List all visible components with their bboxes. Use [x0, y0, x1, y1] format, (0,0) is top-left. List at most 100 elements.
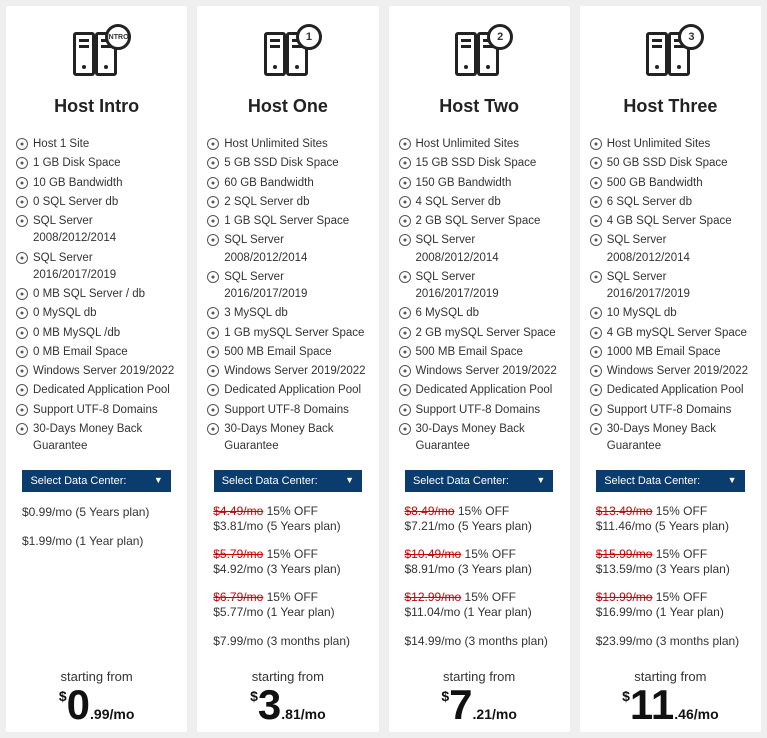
price-current: $11.46/mo (5 Years plan) — [596, 518, 745, 535]
price-main: 7 — [449, 681, 472, 728]
price-group: $23.99/mo (3 months plan) — [596, 633, 745, 650]
old-price: $13.49/mo — [596, 504, 653, 518]
feature-text: SQL Server 2016/2017/2019 — [224, 269, 368, 304]
price-current: $23.99/mo (3 months plan) — [596, 633, 745, 650]
price-rest: .81/mo — [281, 706, 325, 722]
feature-item: 10 MySQL db — [590, 304, 751, 323]
feature-item: Host 1 Site — [16, 135, 177, 154]
feature-item: 10 GB Bandwidth — [16, 174, 177, 193]
price-group: $12.99/mo 15% OFF$11.04/mo (1 Year plan) — [405, 590, 554, 621]
feature-text: SQL Server 2016/2017/2019 — [33, 250, 177, 285]
price-current: $13.59/mo (3 Years plan) — [596, 561, 745, 578]
bullet-icon — [590, 138, 602, 150]
currency-symbol: $ — [622, 688, 630, 704]
feature-text: Dedicated Application Pool — [416, 382, 553, 399]
feature-text: Support UTF-8 Domains — [416, 402, 541, 419]
old-price: $8.49/mo — [405, 504, 455, 518]
bullet-icon — [590, 365, 602, 377]
select-datacenter-dropdown[interactable]: Select Data Center: — [405, 470, 553, 492]
select-datacenter-dropdown[interactable]: Select Data Center: — [22, 470, 170, 492]
feature-text: 6 MySQL db — [416, 305, 480, 322]
currency-symbol: $ — [59, 688, 67, 704]
bullet-icon — [399, 423, 411, 435]
starting-price: $0.99/mo — [16, 684, 177, 726]
bullet-icon — [399, 157, 411, 169]
feature-item: Support UTF-8 Domains — [16, 401, 177, 420]
bullet-icon — [16, 346, 28, 358]
feature-text: 2 SQL Server db — [224, 194, 309, 211]
bullet-icon — [207, 157, 219, 169]
feature-item: 5 GB SSD Disk Space — [207, 154, 368, 173]
feature-item: 4 SQL Server db — [399, 193, 560, 212]
feature-item: 6 MySQL db — [399, 304, 560, 323]
price-group: $0.99/mo (5 Years plan) — [22, 504, 171, 521]
feature-item: 1 GB Disk Space — [16, 154, 177, 173]
feature-item: Host Unlimited Sites — [399, 135, 560, 154]
price-current: $3.81/mo (5 Years plan) — [213, 518, 362, 535]
price-rest: .21/mo — [473, 706, 517, 722]
bullet-icon — [16, 215, 28, 227]
feature-text: 4 GB mySQL Server Space — [607, 325, 747, 342]
feature-item: 6 SQL Server db — [590, 193, 751, 212]
old-price: $12.99/mo — [405, 590, 462, 604]
bullet-icon — [207, 384, 219, 396]
bullet-icon — [399, 384, 411, 396]
feature-text: 0 MySQL db — [33, 305, 97, 322]
feature-text: 6 SQL Server db — [607, 194, 692, 211]
price-group: $15.99/mo 15% OFF$13.59/mo (3 Years plan… — [596, 547, 745, 578]
plan-card: 1Host OneHost Unlimited Sites5 GB SSD Di… — [197, 6, 378, 732]
price-group: $7.99/mo (3 months plan) — [213, 633, 362, 650]
feature-list: Host 1 Site1 GB Disk Space10 GB Bandwidt… — [16, 135, 177, 456]
feature-item: Support UTF-8 Domains — [590, 401, 751, 420]
plan-card: 2Host TwoHost Unlimited Sites15 GB SSD D… — [389, 6, 570, 732]
starting-price: $3.81/mo — [207, 684, 368, 726]
feature-text: Host Unlimited Sites — [607, 136, 711, 153]
feature-item: SQL Server 2016/2017/2019 — [590, 268, 751, 305]
bullet-icon — [16, 384, 28, 396]
feature-text: Support UTF-8 Domains — [224, 402, 349, 419]
price-main: 0 — [67, 681, 90, 728]
plan-badge: 2 — [487, 24, 513, 50]
discount-label: 15% OFF — [263, 504, 318, 518]
feature-item: 500 GB Bandwidth — [590, 174, 751, 193]
bullet-icon — [590, 423, 602, 435]
bullet-icon — [399, 307, 411, 319]
price-current: $4.92/mo (3 Years plan) — [213, 561, 362, 578]
price-group: $5.79/mo 15% OFF$4.92/mo (3 Years plan) — [213, 547, 362, 578]
bullet-icon — [207, 196, 219, 208]
feature-item: SQL Server 2008/2012/2014 — [399, 231, 560, 268]
feature-item: SQL Server 2008/2012/2014 — [16, 212, 177, 249]
price-group: $8.49/mo 15% OFF$7.21/mo (5 Years plan) — [405, 504, 554, 535]
bullet-icon — [16, 252, 28, 264]
pricing-plans-container: INTROHost IntroHost 1 Site1 GB Disk Spac… — [0, 0, 767, 738]
select-datacenter-dropdown[interactable]: Select Data Center: — [596, 470, 744, 492]
bullet-icon — [16, 423, 28, 435]
server-icon: 2 — [399, 24, 560, 84]
feature-text: SQL Server 2016/2017/2019 — [416, 269, 560, 304]
bullet-icon — [16, 404, 28, 416]
bullet-icon — [16, 177, 28, 189]
feature-item: SQL Server 2008/2012/2014 — [590, 231, 751, 268]
price-old-line: $19.99/mo 15% OFF — [596, 590, 745, 604]
plan-title: Host Two — [399, 96, 560, 117]
feature-item: 30-Days Money Back Guarantee — [590, 420, 751, 457]
currency-symbol: $ — [250, 688, 258, 704]
bullet-icon — [207, 271, 219, 283]
bullet-icon — [399, 215, 411, 227]
pricing-block: $8.49/mo 15% OFF$7.21/mo (5 Years plan)$… — [399, 504, 560, 661]
bullet-icon — [399, 365, 411, 377]
price-old-line: $5.79/mo 15% OFF — [213, 547, 362, 561]
price-old-line: $6.79/mo 15% OFF — [213, 590, 362, 604]
plan-badge: 3 — [678, 24, 704, 50]
feature-item: SQL Server 2016/2017/2019 — [207, 268, 368, 305]
feature-item: Windows Server 2019/2022 — [590, 362, 751, 381]
bullet-icon — [16, 307, 28, 319]
select-datacenter-dropdown[interactable]: Select Data Center: — [214, 470, 362, 492]
price-old-line: $15.99/mo 15% OFF — [596, 547, 745, 561]
bullet-icon — [590, 307, 602, 319]
bullet-icon — [16, 196, 28, 208]
feature-item: 1 GB SQL Server Space — [207, 212, 368, 231]
bullet-icon — [399, 138, 411, 150]
feature-text: Support UTF-8 Domains — [33, 402, 158, 419]
feature-text: Dedicated Application Pool — [224, 382, 361, 399]
